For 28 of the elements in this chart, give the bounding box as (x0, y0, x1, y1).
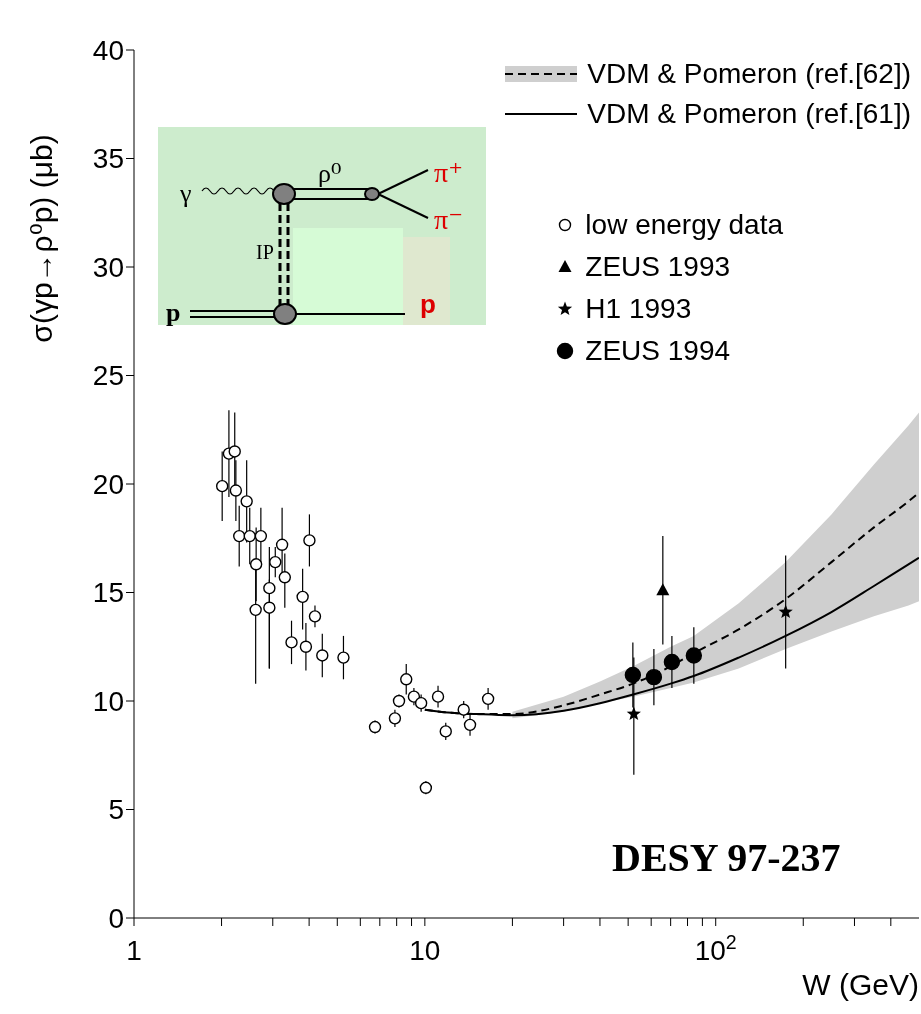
y-tick-label: 20 (92, 468, 124, 500)
x-tick-label: 10 (409, 935, 441, 966)
y-tick-label: 0 (108, 902, 124, 934)
annotation: p (420, 289, 436, 319)
annotation: ρ⁰ (318, 159, 342, 188)
legend-label: ZEUS 1994 (585, 335, 731, 367)
y-tick-label: 25 (92, 360, 124, 392)
y-tick-label: 30 (92, 251, 124, 283)
y-tick-label: 5 (108, 794, 124, 826)
annotation: π⁻ (434, 204, 463, 235)
legend-label: low energy data (585, 209, 784, 241)
legend-label: VDM & Pomeron (ref.[61]) (587, 98, 911, 130)
annotation: π⁺ (434, 157, 463, 188)
annotation: γ (179, 179, 192, 208)
legend-label: VDM & Pomeron (ref.[62]) (587, 58, 911, 90)
y-tick-label: 15 (92, 577, 124, 609)
x-tick-label: 10$^{2}$ (694, 931, 737, 966)
annotation: DESY 97-237 (612, 834, 841, 881)
legend-label: H1 1993 (585, 293, 692, 325)
annotation: IP (256, 241, 274, 263)
y-tick-label: 40 (92, 34, 124, 66)
x-tick-label: 1 (126, 935, 142, 966)
y-tick-label: 10 (92, 685, 124, 717)
y-tick-label: 35 (92, 143, 124, 175)
x-axis-title: W (GeV) (802, 968, 919, 1002)
annotation: p (166, 298, 181, 327)
y-axis-title: σ(γp→ρ⁰p) (μb) (23, 133, 59, 343)
legend-label: ZEUS 1993 (585, 251, 731, 283)
